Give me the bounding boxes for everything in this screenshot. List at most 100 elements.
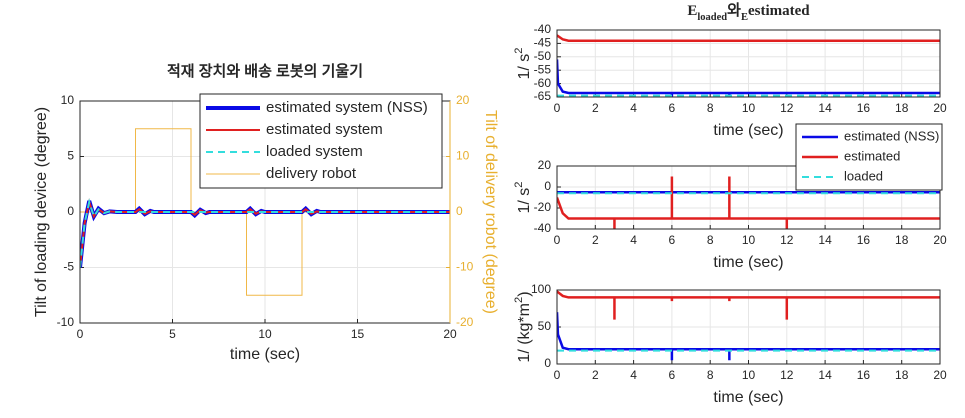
x-tick-label: 4 <box>630 233 637 247</box>
x-tick-label: 0 <box>554 101 561 115</box>
x-tick-label: 10 <box>258 327 272 341</box>
y-tick-label: 20 <box>538 158 552 172</box>
y2-axis-label: Tilt of delivery robot (degree) <box>482 110 499 314</box>
plot-frame <box>556 165 941 230</box>
y-tick-label: -10 <box>57 315 75 329</box>
x-tick-label: 18 <box>895 101 909 115</box>
text-part: E <box>741 12 748 23</box>
series-line <box>557 59 940 97</box>
y2-tick-label: 20 <box>456 93 470 107</box>
x-tick-label: 14 <box>818 368 832 382</box>
x-tick-label: 10 <box>742 233 756 247</box>
legend-label: loaded <box>844 168 883 183</box>
legend-label: delivery robot <box>266 165 357 182</box>
plot-frame <box>556 289 941 365</box>
text-part: 1/ s <box>516 188 533 214</box>
x-tick-label: 12 <box>780 368 794 382</box>
series-line <box>557 312 940 361</box>
x-axis-label: time (sec) <box>713 254 783 271</box>
text-part: estimated <box>748 3 810 19</box>
x-tick-label: 16 <box>857 368 871 382</box>
x-tick-label: 0 <box>554 233 561 247</box>
x-tick-label: 12 <box>780 101 794 115</box>
x-tick-label: 4 <box>630 368 637 382</box>
series-line <box>80 198 450 268</box>
text-part: ) <box>516 291 533 296</box>
x-tick-label: 6 <box>669 368 676 382</box>
x-tick-label: 5 <box>169 327 176 341</box>
x-tick-label: 18 <box>895 368 909 382</box>
legend-label: estimated (NSS) <box>844 128 939 143</box>
y-tick-label: 10 <box>61 93 75 107</box>
y-tick-label: -40 <box>534 221 552 235</box>
x-tick-label: 0 <box>77 327 84 341</box>
y2-tick-label: 0 <box>456 204 463 218</box>
legend-label: estimated system (NSS) <box>266 99 428 116</box>
y-tick-label: -65 <box>534 89 552 103</box>
plot-frame <box>556 29 941 98</box>
y-axis-label: Tilt of loading device (degree) <box>33 107 50 317</box>
text-part: loaded <box>697 12 727 23</box>
legend-label: estimated <box>844 148 900 163</box>
y-tick-label: 0 <box>544 356 551 370</box>
chart-title: 적재 장치와 배송 로봇의 기울기 <box>167 62 363 80</box>
x-tick-label: 18 <box>895 233 909 247</box>
y-tick-label: 50 <box>538 319 552 333</box>
x-axis-label: time (sec) <box>713 389 783 406</box>
y-tick-label: -40 <box>534 22 552 36</box>
text-part: 2 <box>513 181 525 187</box>
x-tick-label: 6 <box>669 101 676 115</box>
x-axis-label: time (sec) <box>230 346 300 363</box>
chart-title: Eloaded와Eestimated <box>687 1 810 22</box>
x-tick-label: 20 <box>933 368 947 382</box>
text-part: 와 <box>727 1 741 19</box>
y2-tick-label: -20 <box>456 315 474 329</box>
text-part: 1/ (kg*m <box>516 303 533 363</box>
legend-label: estimated system <box>266 121 383 138</box>
x-tick-label: 15 <box>351 327 365 341</box>
y-tick-label: -20 <box>534 200 552 214</box>
y2-tick-label: 10 <box>456 149 470 163</box>
x-tick-label: 2 <box>592 101 599 115</box>
x-axis-label: time (sec) <box>713 122 783 139</box>
x-tick-label: 10 <box>742 368 756 382</box>
x-tick-label: 12 <box>780 233 794 247</box>
x-tick-label: 6 <box>669 233 676 247</box>
x-tick-label: 16 <box>857 233 871 247</box>
text-part: E <box>687 3 697 19</box>
y-tick-label: -50 <box>534 49 552 63</box>
x-tick-label: 8 <box>707 368 714 382</box>
y-axis-label: 1/ s2 <box>513 181 533 213</box>
legend-label: loaded system <box>266 143 363 160</box>
y-tick-label: -5 <box>63 260 74 274</box>
y2-tick-label: -10 <box>456 260 474 274</box>
series-line <box>557 176 940 229</box>
series-line <box>80 198 450 268</box>
x-tick-label: 20 <box>933 233 947 247</box>
y-axis-label: 1/ s2 <box>513 47 533 79</box>
x-tick-label: 20 <box>443 327 457 341</box>
x-tick-label: 14 <box>818 101 832 115</box>
y-tick-label: 0 <box>544 179 551 193</box>
x-tick-label: 2 <box>592 233 599 247</box>
y-tick-label: 5 <box>67 149 74 163</box>
y-tick-label: -60 <box>534 76 552 90</box>
series-line <box>557 290 940 320</box>
x-tick-label: 20 <box>933 101 947 115</box>
x-tick-label: 16 <box>857 101 871 115</box>
x-tick-label: 8 <box>707 233 714 247</box>
series-line <box>557 34 940 42</box>
x-tick-label: 2 <box>592 368 599 382</box>
text-part: 1/ s <box>516 54 533 80</box>
x-tick-label: 0 <box>554 368 561 382</box>
x-tick-label: 8 <box>707 101 714 115</box>
text-part: 2 <box>513 297 525 303</box>
x-tick-label: 10 <box>742 101 756 115</box>
y-tick-label: -55 <box>534 62 552 76</box>
y-tick-label: 100 <box>531 282 551 296</box>
y-tick-label: 0 <box>67 204 74 218</box>
y-axis-label: 1/ (kg*m2) <box>513 291 533 362</box>
text-part: 2 <box>513 47 525 53</box>
y-tick-label: -45 <box>534 36 552 50</box>
